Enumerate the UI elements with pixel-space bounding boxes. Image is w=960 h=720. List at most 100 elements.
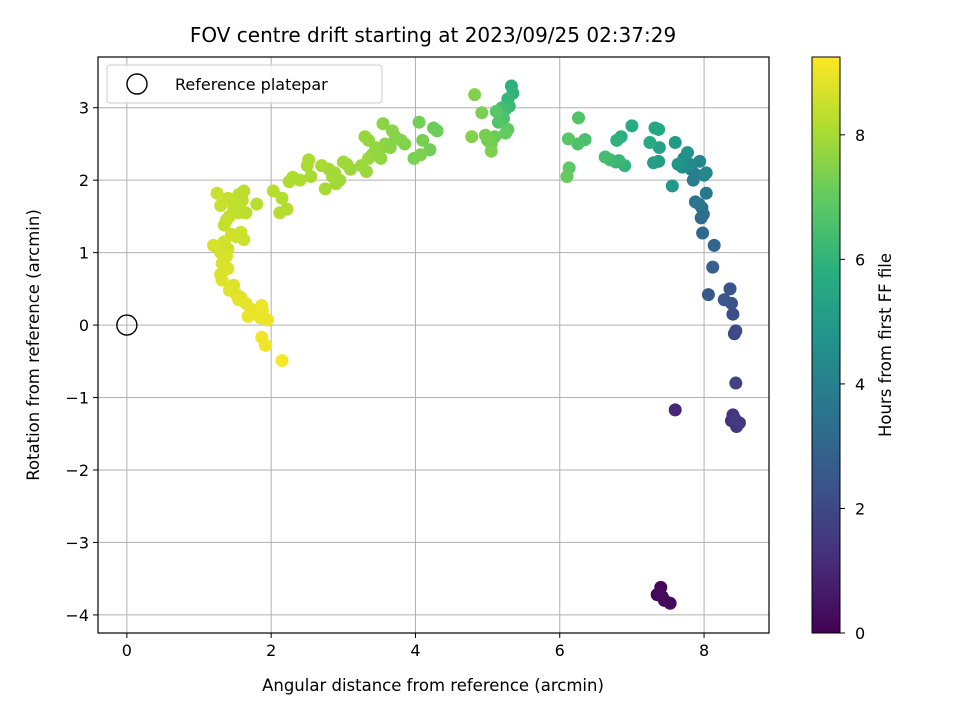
colorbar-gradient: [811, 56, 841, 634]
colorbar-tick-label: 2: [855, 499, 865, 518]
data-point: [255, 299, 269, 313]
data-point: [489, 104, 503, 118]
y-tick-label: −1: [65, 389, 89, 408]
data-point: [652, 586, 666, 600]
data-point: [258, 338, 272, 352]
data-point: [484, 144, 498, 158]
x-tick-label: 8: [699, 641, 709, 660]
data-point: [219, 249, 233, 263]
data-point: [336, 155, 350, 169]
data-point: [663, 596, 677, 610]
data-point: [302, 153, 316, 167]
data-point: [275, 354, 289, 368]
data-point: [728, 412, 742, 426]
data-point: [206, 238, 220, 252]
data-point: [304, 170, 318, 184]
reference-platepar-marker: [116, 314, 138, 336]
colorbar-tick-label: 8: [855, 126, 865, 145]
data-point: [610, 133, 624, 147]
data-point: [668, 135, 682, 149]
y-tick-label: −3: [65, 533, 89, 552]
data-point: [221, 262, 235, 276]
colorbar-ticks: 0 2 4 6 8: [840, 126, 865, 643]
data-point: [315, 159, 329, 173]
data-point: [354, 159, 368, 173]
data-point: [416, 133, 430, 147]
data-point: [699, 166, 713, 180]
data-point: [561, 132, 575, 146]
data-point: [680, 146, 694, 160]
data-point: [261, 313, 275, 327]
data-point: [693, 154, 707, 168]
x-tick-label: 6: [555, 641, 565, 660]
data-point: [214, 199, 228, 213]
y-tick-label: 3: [79, 99, 89, 118]
data-point: [560, 170, 574, 184]
data-point: [478, 128, 492, 142]
data-point: [282, 175, 296, 189]
y-tick-label: 1: [79, 244, 89, 263]
data-point: [465, 130, 479, 144]
data-point: [625, 119, 639, 133]
data-point: [275, 191, 289, 205]
colorbar-tick-label: 4: [855, 375, 865, 394]
chart-title: FOV centre drift starting at 2023/09/25 …: [190, 23, 676, 47]
data-point: [668, 403, 682, 417]
y-tick-label: −4: [65, 606, 89, 625]
data-point: [250, 197, 264, 211]
data-point: [427, 121, 440, 135]
data-point: [643, 135, 657, 149]
scatter-points: [206, 79, 746, 610]
data-point: [475, 106, 489, 120]
data-point: [598, 150, 612, 164]
data-point: [414, 148, 428, 162]
x-axis-ticks: 0 2 4 6 8: [122, 633, 709, 660]
data-point: [701, 288, 715, 302]
data-point: [671, 157, 685, 171]
colorbar-label: Hours from first FF file: [876, 253, 895, 437]
legend: Reference platepar: [106, 64, 383, 104]
data-point: [273, 206, 287, 220]
data-point: [376, 117, 390, 131]
y-axis-label: Rotation from reference (arcmin): [24, 209, 43, 481]
reference-marker-group: [116, 314, 138, 336]
data-point: [572, 111, 586, 125]
data-point: [468, 88, 482, 102]
plot-frame: [97, 56, 770, 634]
data-point: [318, 182, 332, 196]
data-point: [723, 282, 737, 296]
legend-marker: [126, 73, 148, 95]
colorbar-tick-label: 6: [855, 250, 865, 269]
data-point: [647, 156, 661, 170]
data-point: [706, 260, 720, 274]
data-point: [729, 376, 743, 390]
y-tick-label: 2: [79, 171, 89, 190]
data-point: [707, 238, 721, 252]
data-point: [412, 115, 426, 129]
data-point: [217, 218, 231, 232]
x-axis-label: Angular distance from reference (arcmin): [262, 676, 604, 695]
data-point: [358, 130, 372, 144]
data-point: [266, 184, 280, 198]
data-point: [499, 126, 513, 140]
x-tick-label: 2: [266, 641, 276, 660]
data-point: [652, 122, 666, 136]
data-point: [696, 226, 710, 240]
x-tick-label: 0: [122, 641, 132, 660]
data-point: [726, 307, 740, 321]
data-point: [210, 186, 224, 200]
legend-label: Reference platepar: [175, 75, 328, 94]
legend-box: [106, 64, 383, 104]
y-tick-label: 0: [79, 316, 89, 335]
plot-background: [98, 57, 769, 633]
colorbar: 0 2 4 6 8 Hours from first FF file: [811, 56, 895, 643]
y-axis-ticks: −4 −3 −2 −1 0 1 2 3: [65, 99, 98, 625]
data-point: [692, 197, 706, 211]
data-point: [491, 115, 505, 129]
x-tick-label: 4: [410, 641, 420, 660]
data-point: [232, 188, 246, 202]
colorbar-tick-label: 0: [855, 624, 865, 643]
y-tick-label: −2: [65, 461, 89, 480]
data-point: [729, 324, 743, 338]
